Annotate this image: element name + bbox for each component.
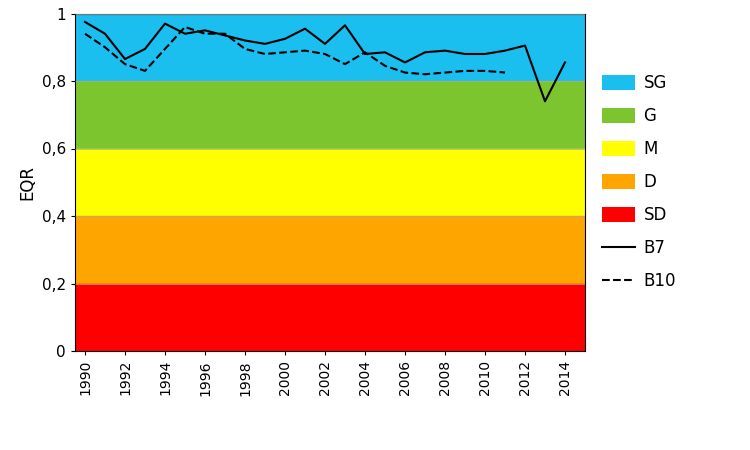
B10 [421,72,430,77]
B7 [200,28,209,33]
B7 [520,43,530,48]
B10 [361,50,370,55]
B10 [481,68,490,73]
B10 [80,31,89,36]
B10 [260,51,269,57]
B10 [320,51,329,57]
Bar [75,216,585,284]
B7 [241,38,250,43]
B7 [220,33,230,38]
B7 [460,51,470,57]
B10 [440,70,449,75]
B7 [100,31,109,36]
Legend: SG, G, M, D, SD, B7, B10: SG, G, M, D, SD, B7, B10 [596,68,682,297]
Bar [75,148,585,216]
B10 [220,31,230,36]
B10 [400,70,410,75]
Y-axis label: EQR: EQR [18,165,36,200]
B7 [481,51,490,57]
B7 [541,99,550,104]
B10 [181,24,190,30]
B10 [301,48,310,54]
B10 [280,50,290,55]
B7 [181,31,190,36]
B7 [380,50,389,55]
B7 [560,60,569,65]
B10 [460,68,470,73]
Bar [75,81,585,148]
B7 [280,36,290,41]
B10 [241,46,250,52]
B7 [320,41,329,47]
Line: B7: B7 [85,22,565,101]
B10 [200,31,209,36]
B7 [80,19,89,25]
Line: B10: B10 [85,27,505,74]
B7 [440,48,449,54]
B7 [121,56,130,62]
B7 [160,21,170,26]
B7 [400,60,410,65]
B7 [500,48,509,54]
B10 [500,70,509,75]
B7 [260,41,269,47]
B10 [140,68,149,73]
B10 [121,61,130,67]
B7 [361,51,370,57]
Bar [75,14,585,81]
Bar [75,284,585,351]
B10 [380,63,389,68]
B7 [421,50,430,55]
B7 [140,46,149,52]
B7 [340,22,350,28]
B7 [301,26,310,32]
B10 [100,45,109,50]
B10 [340,61,350,67]
B10 [160,46,170,52]
